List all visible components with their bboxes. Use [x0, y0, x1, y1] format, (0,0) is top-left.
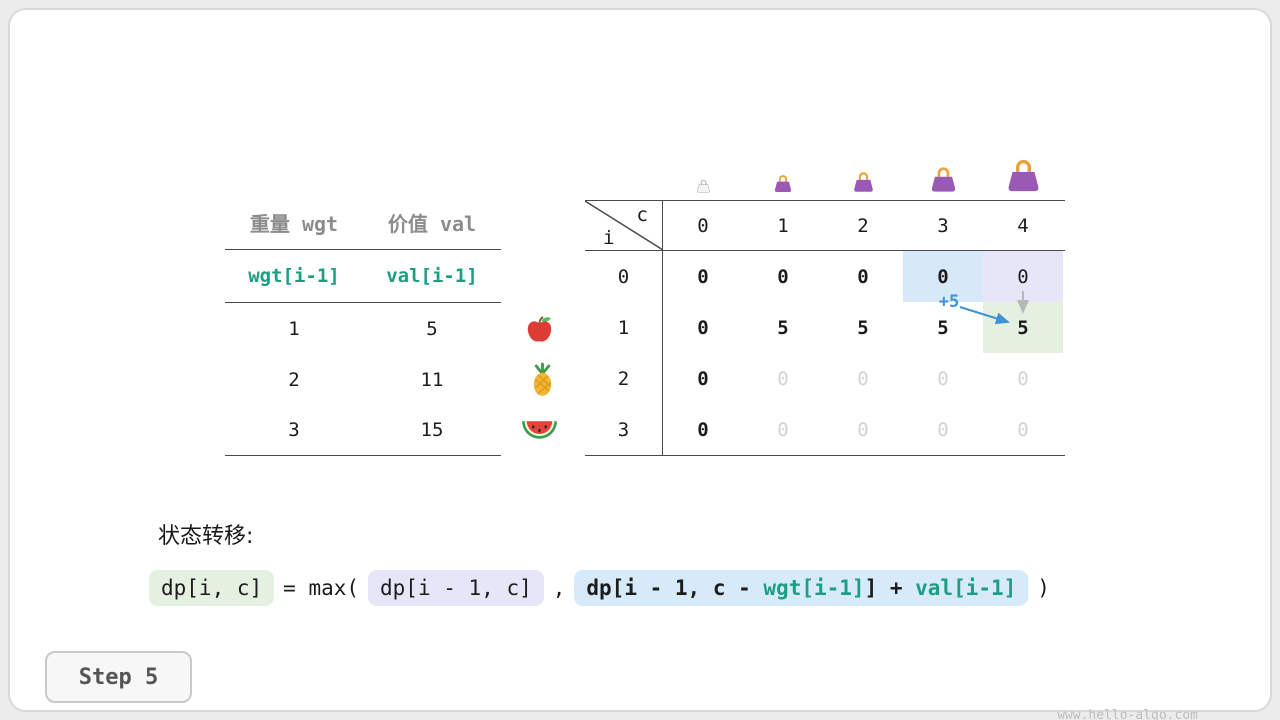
capacity-icons-row [663, 140, 1063, 196]
dp-corner-cell: c i [585, 201, 663, 250]
handbag-icon [663, 140, 743, 196]
dp-cell: 5 [777, 316, 789, 339]
dp-row-header: 3 [585, 404, 663, 455]
dp-cell-pending: 0 [937, 418, 949, 441]
item-weight: 3 [288, 419, 300, 441]
handbag-icon [903, 140, 983, 196]
state-transition-label: 状态转移: [158, 524, 254, 549]
dp-cell-pending: 0 [937, 367, 949, 390]
dp-cell: 5 [937, 316, 949, 339]
items-symbol-wgt: wgt[i-1] [248, 265, 340, 287]
dp-cell-pending: 0 [857, 367, 869, 390]
formula-close-paren: ) [1037, 576, 1050, 600]
item-weight: 1 [288, 317, 300, 340]
transition-gain-label: +5 [938, 292, 960, 312]
dp-row-header: 1 [585, 302, 663, 353]
item-value: 15 [420, 419, 444, 441]
formula-wgt-term: wgt[i-1] [763, 576, 865, 600]
formula-comma: , [552, 576, 566, 600]
dp-cell: 0 [697, 367, 709, 390]
formula-val-term: val[i-1] [915, 576, 1017, 600]
step-button[interactable]: Step 5 [45, 651, 192, 703]
item-value: 5 [426, 317, 438, 340]
dp-cell: 0 [777, 265, 789, 288]
formula-option-take: dp[i - 1, c - wgt[i-1]] + val[i-1] [574, 570, 1029, 606]
handbag-icon [743, 140, 823, 196]
items-symbol-val: val[i-1] [386, 265, 478, 287]
dp-table: c i 0 1 2 3 4 0 0 0 0 0 0 1 0 5 [585, 200, 1065, 456]
items-row: 2 11 [225, 354, 501, 405]
items-col-header-weight: 重量 wgt [249, 212, 339, 236]
dp-cell: 0 [697, 316, 709, 339]
dp-col-header: 4 [1017, 214, 1029, 237]
items-col-header-value: 价值 val [387, 212, 477, 236]
dp-cell: 5 [857, 316, 869, 339]
handbag-icon [823, 140, 903, 196]
dp-cell: 0 [697, 265, 709, 288]
figure-card: 重量 wgt 价值 val wgt[i-1] val[i-1] 1 5 2 11… [8, 8, 1272, 720]
dp-col-header: 2 [857, 214, 869, 237]
apple-icon [524, 314, 555, 349]
dp-cell-pending: 0 [1017, 367, 1029, 390]
items-symbol-row: wgt[i-1] val[i-1] [225, 250, 501, 303]
dp-row-header: 0 [585, 251, 663, 302]
items-table: 重量 wgt 价值 val wgt[i-1] val[i-1] 1 5 2 11… [225, 196, 501, 456]
dp-cell-pending: 0 [1017, 418, 1029, 441]
item-value: 11 [420, 368, 444, 391]
formula-dp-target: dp[i, c] [149, 570, 275, 606]
dp-col-header: 0 [697, 214, 709, 237]
corner-row-symbol: i [603, 227, 615, 249]
watermelon-icon [521, 419, 558, 446]
pineapple-icon [529, 362, 556, 401]
corner-diagonal-line [585, 201, 663, 250]
formula-option-keep: dp[i - 1, c] [368, 570, 544, 606]
dp-col-header: 3 [937, 214, 949, 237]
transition-arrows [959, 291, 1029, 325]
handbag-icon [983, 140, 1063, 196]
formula-equals-max: = max( [283, 576, 360, 600]
take-item-arrow [959, 306, 1010, 325]
dp-cell: 0 [697, 418, 709, 441]
transition-formula: dp[i, c] = max( dp[i - 1, c] , dp[i - 1,… [149, 570, 1050, 606]
dp-col-header: 1 [777, 214, 789, 237]
dp-row-3: 3 0 0 0 0 0 [585, 404, 1065, 455]
dp-header-row: c i 0 1 2 3 4 [585, 201, 1065, 251]
item-weight: 2 [288, 368, 300, 391]
dp-cell-pending: 0 [777, 367, 789, 390]
items-header-row: 重量 wgt 价值 val [225, 196, 501, 250]
corner-col-symbol: c [636, 204, 648, 226]
dp-cell: 0 [857, 265, 869, 288]
watermark: www.hello-algo.com [1057, 708, 1198, 720]
dp-row-2: 2 0 0 0 0 0 [585, 353, 1065, 404]
dp-cell-pending: 0 [777, 418, 789, 441]
items-row: 1 5 [225, 303, 501, 354]
formula-take-part: ] + [864, 576, 916, 600]
formula-take-part: dp[i - 1, c - [586, 576, 764, 600]
dp-cell-pending: 0 [857, 418, 869, 441]
dp-cell-highlight-source-max: 0 [903, 251, 983, 302]
dp-row-header: 2 [585, 353, 663, 404]
items-row: 3 15 [225, 405, 501, 456]
